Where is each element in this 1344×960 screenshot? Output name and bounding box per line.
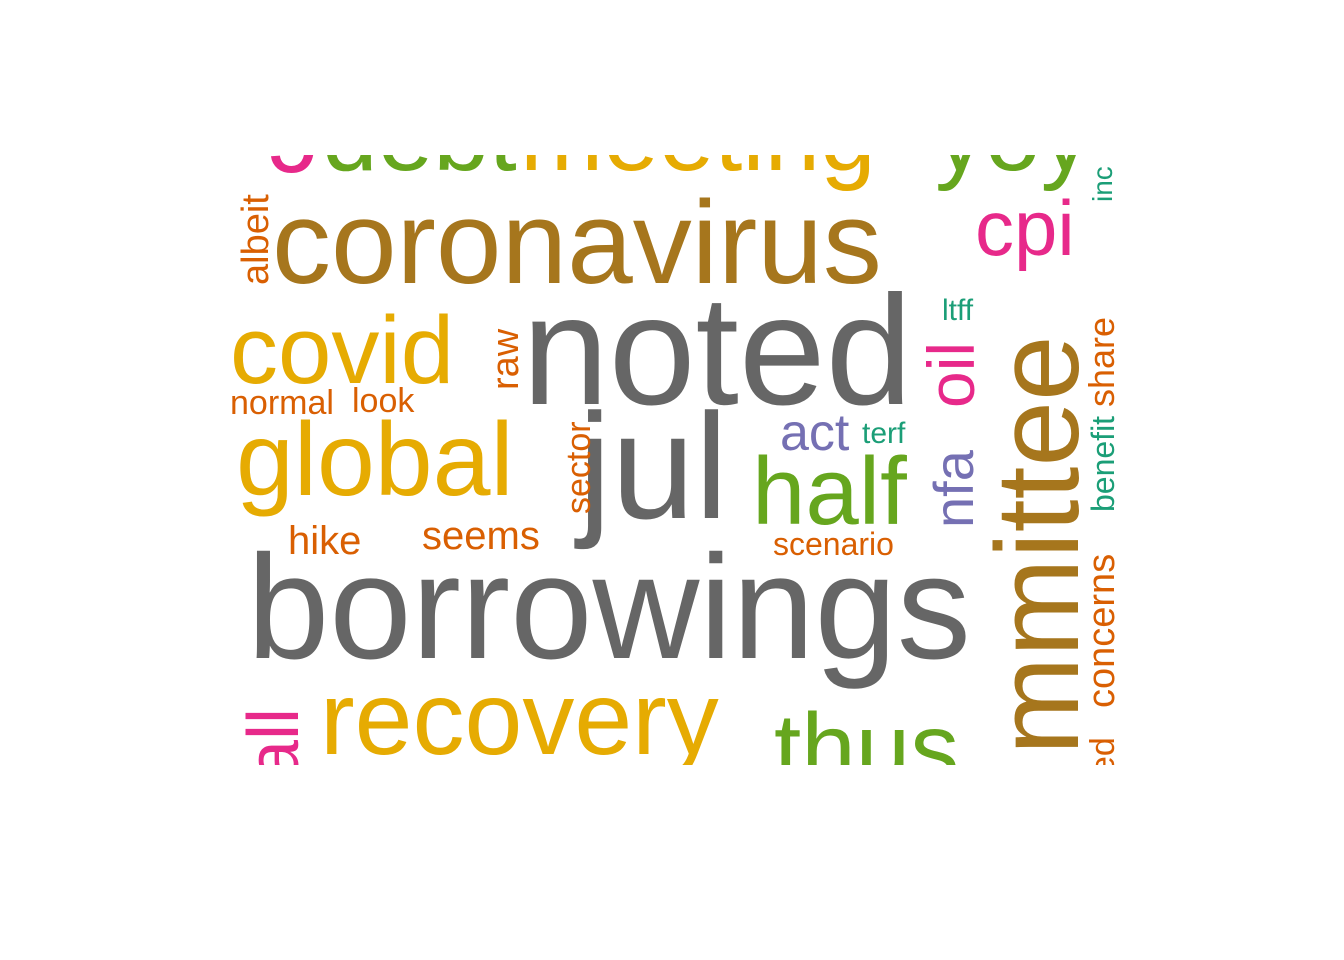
word-mmittee: mmittee <box>972 335 1104 755</box>
word-albeit: albeit <box>235 194 277 285</box>
word-benefit: benefit <box>1085 416 1121 512</box>
word-meeting: meeting <box>520 80 876 192</box>
word-all: all <box>234 708 314 780</box>
word-normal: normal <box>230 384 334 422</box>
word-coronavirus: coronavirus <box>272 177 882 309</box>
word-ltff: ltff <box>942 294 974 327</box>
word-recovery: recovery <box>320 661 719 777</box>
word-debt: debt <box>322 80 517 192</box>
word-inc: inc <box>1087 166 1118 202</box>
word-covid: covid <box>230 297 454 404</box>
word-ed: ed <box>1084 737 1122 775</box>
word-cpi: cpi <box>975 184 1075 272</box>
word-nfa: nfa <box>922 449 985 528</box>
word-seems: seems <box>422 514 540 558</box>
word-oil: oil <box>914 342 988 408</box>
word-jul: jul <box>574 382 728 550</box>
word-global: global <box>236 402 514 518</box>
word-terf: terf <box>862 417 906 450</box>
word-concerns: concerns <box>1081 554 1123 708</box>
word-share: share <box>1081 317 1122 407</box>
word-raw: raw <box>485 328 527 390</box>
word-borrowings: borrowings <box>247 525 971 690</box>
word-thus: thus <box>774 693 959 803</box>
word-look: look <box>352 382 415 420</box>
word-half: half <box>752 438 907 545</box>
word-sector: sector <box>560 421 598 514</box>
word-noted: noted <box>522 264 912 438</box>
word-yoy: yoy <box>935 80 1091 192</box>
word-all-top: ɔ <box>268 82 318 194</box>
word-hike: hike <box>288 519 361 563</box>
word-act: act <box>780 404 850 462</box>
word-scenario: scenario <box>773 526 894 562</box>
